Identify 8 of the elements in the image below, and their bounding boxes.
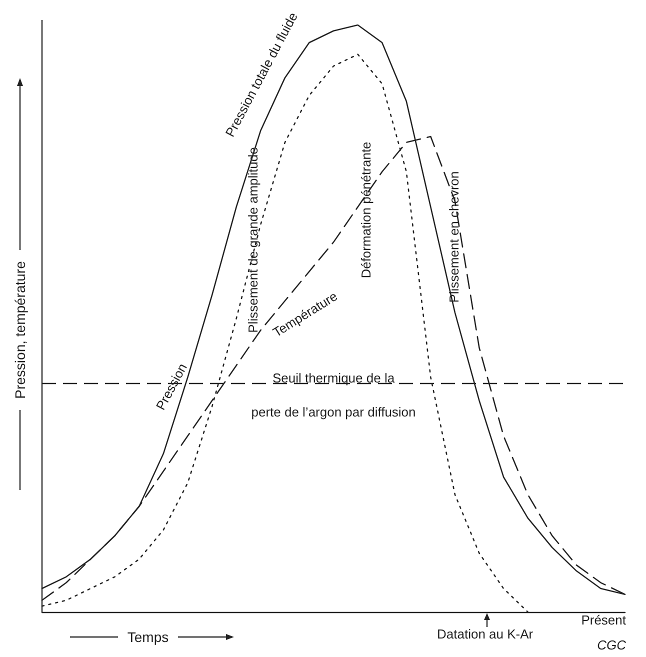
annotation: Déformation pénétrante: [358, 142, 374, 278]
y-axis-title: Pression, température: [12, 260, 28, 399]
text: Datation au K-Ar: [437, 626, 534, 642]
text: Présent: [581, 612, 626, 628]
text: CGC: [597, 638, 627, 652]
x-axis-title: Temps: [127, 629, 169, 645]
annotation: Plissement de grande amplitude: [246, 147, 260, 333]
text: Seuil thermique de la perte de l’argon par diffusion: [251, 370, 416, 420]
